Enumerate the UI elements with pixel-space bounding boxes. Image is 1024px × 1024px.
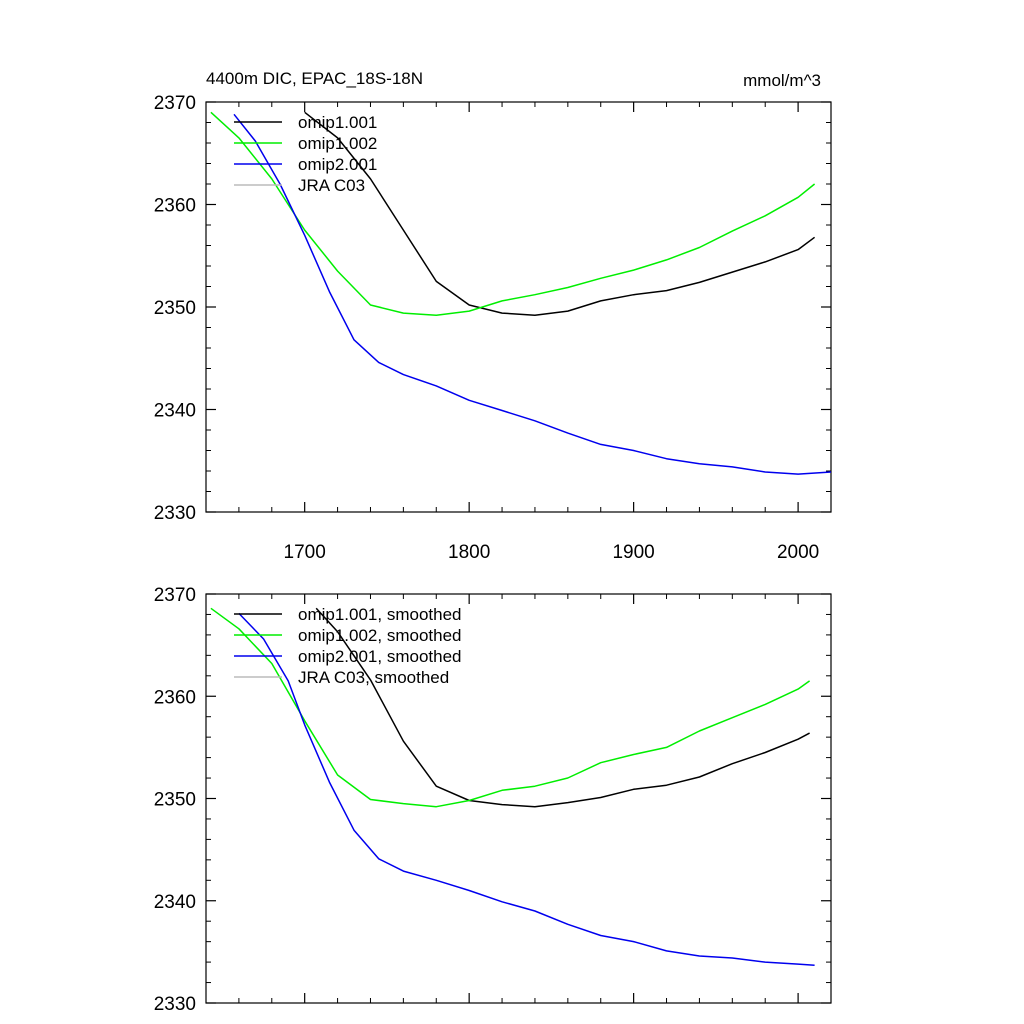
legend-label: omip1.001 <box>298 113 377 132</box>
series-line-omip2-001 <box>233 113 832 475</box>
y-tick-label: 2330 <box>154 503 196 524</box>
legend-label: omip1.001, smoothed <box>298 605 462 624</box>
y-tick-label: 2360 <box>154 687 196 708</box>
y-tick-label: 2360 <box>154 196 196 217</box>
legend-label: omip2.001 <box>298 155 377 174</box>
series-line-omip2-001-smoothed <box>238 612 815 966</box>
x-tick-label: 1700 <box>284 542 326 563</box>
x-tick-label: 1800 <box>448 542 490 563</box>
y-tick-label: 2340 <box>154 892 196 913</box>
legend-label: omip2.001, smoothed <box>298 647 462 666</box>
chart-title: 4400m DIC, EPAC_18S-18N <box>206 69 423 88</box>
y-tick-label: 2330 <box>154 994 196 1015</box>
y-tick-label: 2340 <box>154 401 196 422</box>
legend-label: omip1.002 <box>298 134 377 153</box>
series-line-omip1-002-smoothed <box>210 607 811 808</box>
x-tick-label: 2000 <box>777 542 819 563</box>
series-line-omip1-002 <box>210 111 816 316</box>
legend-label: JRA C03, smoothed <box>298 668 449 687</box>
x-tick-label: 1900 <box>612 542 654 563</box>
legend-label: omip1.002, smoothed <box>298 626 462 645</box>
y-tick-label: 2350 <box>154 790 196 811</box>
legend-label: JRA C03 <box>298 176 365 195</box>
units-label: mmol/m^3 <box>743 71 821 90</box>
panel-top: 2330 2340 2350 2360 2370 1700 1800 1900 2000 4400… <box>154 69 832 563</box>
series-line-omip1-001 <box>304 111 816 316</box>
y-tick-label: 2370 <box>154 585 196 606</box>
y-tick-label: 2350 <box>154 298 196 319</box>
y-tick-label: 2370 <box>154 93 196 114</box>
series-line-omip1-001-smoothed <box>315 607 810 808</box>
panel-bottom: 2330 2340 2350 2360 2370 omip1.001, smoothed o… <box>154 585 832 1015</box>
